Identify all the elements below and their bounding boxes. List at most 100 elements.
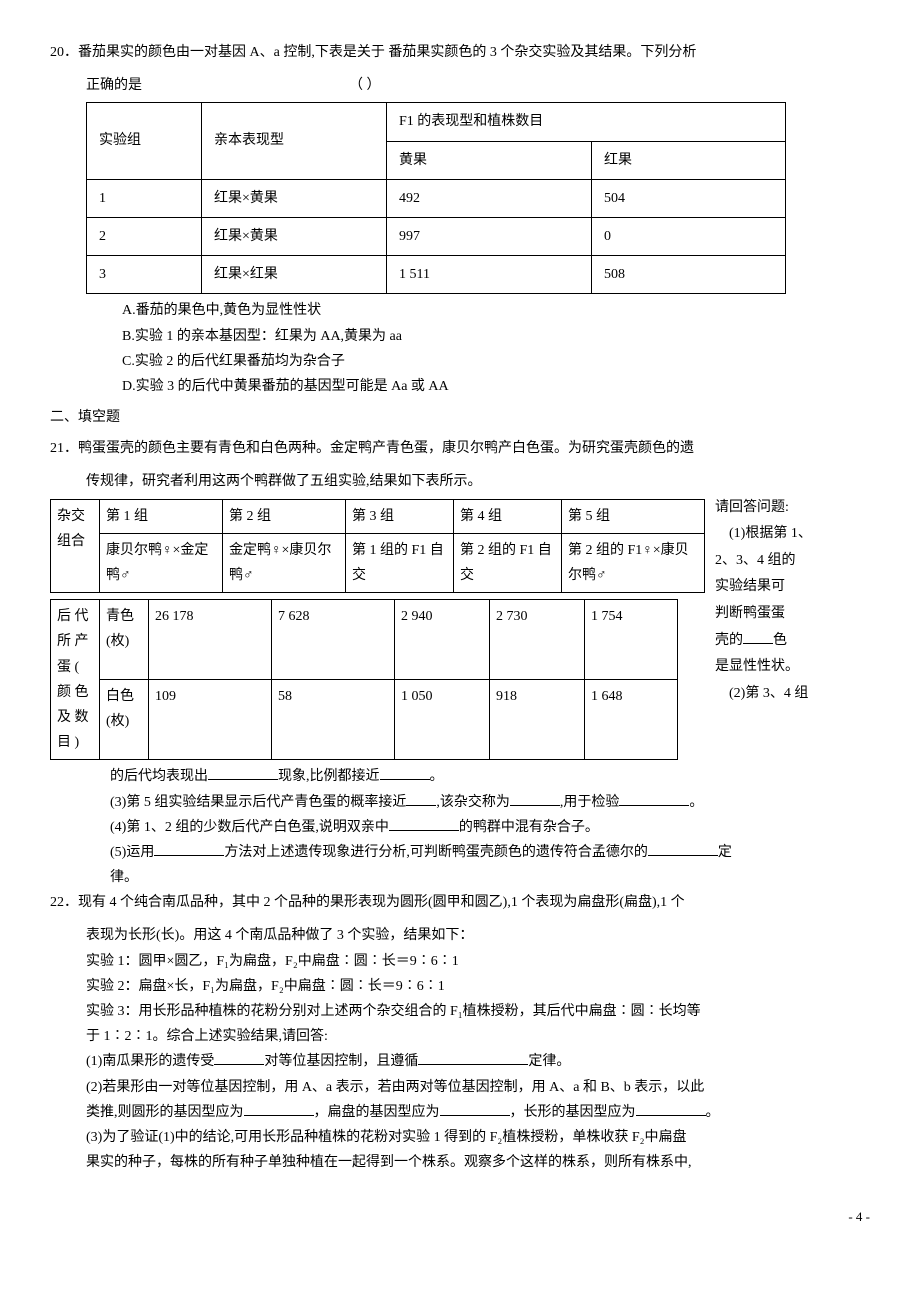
- q22-s2c: ，扁盘的基因型应为: [314, 1105, 440, 1120]
- q21a-c5: 第 2 组的 F1♀×康贝尔鸭♂: [562, 533, 705, 592]
- q21b-r1v3: 2 940: [395, 600, 490, 680]
- q21a-h4: 第 4 组: [454, 499, 562, 533]
- blank: [743, 629, 773, 644]
- q21a-c2: 金定鸭♀×康贝尔鸭♂: [223, 533, 346, 592]
- q20-th-red: 红果: [592, 141, 786, 179]
- q21-sub3b: ,该杂交称为: [436, 795, 510, 810]
- q21a-c3: 第 1 组的 F1 自交: [346, 533, 454, 592]
- q21-sub3c: ,用于检验: [560, 795, 620, 810]
- q21-table-b: 后 代 所 产 蛋 ( 颜 色 及 数 目 ) 青色(枚) 26 178 7 6…: [50, 599, 678, 760]
- q21-sub4b: 的鸭群中混有杂合子。: [459, 820, 599, 835]
- q21b-rowlabel: 后 代 所 产 蛋 ( 颜 色 及 数 目 ): [51, 600, 100, 760]
- blank: [389, 816, 459, 831]
- q22-s1a: (1)南瓜果形的遗传受: [86, 1054, 214, 1069]
- q21-sub4: (4)第 1、2 组的少数后代产白色蛋,说明双亲中 的鸭群中混有杂合子。: [50, 815, 870, 840]
- q21-sub4a: (4)第 1、2 组的少数后代产白色蛋,说明双亲中: [110, 820, 389, 835]
- q21a-rowlabel: 杂交组合: [51, 499, 100, 593]
- q21-side-text: 请回答问题: (1)根据第 1、 2、3、4 组的 实验结果可 判断鸭蛋蛋 壳的…: [715, 495, 825, 708]
- question-22: 22．现有 4 个纯合南瓜品种，其中 2 个品种的果形表现为圆形(圆甲和圆乙),…: [50, 890, 870, 915]
- q22-s1b: 对等位基因控制，且遵循: [264, 1054, 418, 1069]
- q21-side-l3: 2、3、4 组的: [715, 548, 825, 575]
- q21-side-l4: 实验结果可: [715, 574, 825, 601]
- blank: [406, 791, 436, 806]
- q21a-h2: 第 2 组: [223, 499, 346, 533]
- blank: [214, 1050, 264, 1065]
- q21a-c4: 第 2 组的 F1 自交: [454, 533, 562, 592]
- q21-side-l5: 判断鸭蛋蛋: [715, 601, 825, 628]
- q21a-h1: 第 1 组: [100, 499, 223, 533]
- q21-layout: 杂交组合 第 1 组 第 2 组 第 3 组 第 4 组 第 5 组 康贝尔鸭♀…: [50, 495, 870, 765]
- q21b-r1v5: 1 754: [585, 600, 678, 680]
- q21b-r1v2: 7 628: [272, 600, 395, 680]
- q22-e1: 实验 1：圆甲×圆乙，F₁为扁盘，F₂中扁盘∶圆∶长＝9∶6∶1: [50, 949, 870, 974]
- q21-sub5c: 定: [718, 845, 732, 860]
- q20-r3c1: 3: [87, 256, 202, 294]
- q20-r2c4: 0: [592, 217, 786, 255]
- q21-sub5b: 方法对上述遗传现象进行分析,可判断鸭蛋壳颜色的遗传符合孟德尔的: [224, 845, 648, 860]
- q22-s2a: (2)若果形由一对等位基因控制，用 A、a 表示，若由两对等位基因控制，用 A、…: [50, 1075, 870, 1100]
- q20-table: 实验组 亲本表现型 F1 的表现型和植株数目 黄果 红果 1 红果×黄果 492…: [86, 102, 786, 294]
- q20-opt-c: C.实验 2 的后代红果番茄均为杂合子: [122, 349, 870, 374]
- q21-sub3d: 。: [689, 795, 703, 810]
- q20-stem: 番茄果实的颜色由一对基因 A、a 控制,下表是关于 番茄果实颜色的 3 个杂交实…: [78, 45, 696, 60]
- q20-r1c4: 504: [592, 179, 786, 217]
- blank: [648, 841, 718, 856]
- q22-s2-line2: 类推,则圆形的基因型应为，扁盘的基因型应为，长形的基因型应为。: [50, 1100, 870, 1125]
- q21-sub2c: 。: [430, 769, 444, 784]
- q22-e3a: 实验 3：用长形品种植株的花粉分别对上述两个杂交组合的 F₁植株授粉，其后代中扁…: [50, 999, 870, 1024]
- q21a-c1: 康贝尔鸭♀×金定鸭♂: [100, 533, 223, 592]
- q22-s1: (1)南瓜果形的遗传受对等位基因控制，且遵循定律。: [50, 1049, 870, 1074]
- q21-sub2b: 现象,比例都接近: [278, 769, 380, 784]
- q20-th-exp: 实验组: [87, 103, 202, 179]
- blank: [418, 1050, 528, 1065]
- q21b-r1v4: 2 730: [490, 600, 585, 680]
- q22-s2d: ，长形的基因型应为: [510, 1105, 636, 1120]
- q21a-h3: 第 3 组: [346, 499, 454, 533]
- q22-num: 22．: [50, 895, 78, 910]
- q21b-r1v1: 26 178: [149, 600, 272, 680]
- blank: [380, 765, 430, 780]
- blank: [154, 841, 224, 856]
- q21-side-l8: (2)第 3、4 组: [715, 681, 825, 708]
- table-row: 1 红果×黄果 492 504: [87, 179, 786, 217]
- q20-th-parent: 亲本表现型: [202, 103, 387, 179]
- q21-sub3a: (3)第 5 组实验结果显示后代产青色蛋的概率接近: [110, 795, 406, 810]
- q20-opt-a: A.番茄的果色中,黄色为显性性状: [122, 298, 870, 323]
- q20-r2c1: 2: [87, 217, 202, 255]
- q21b-r2v1: 109: [149, 680, 272, 760]
- q21b-r2v4: 918: [490, 680, 585, 760]
- q20-stem2: 正确的是: [86, 78, 142, 93]
- q21b-r2v2: 58: [272, 680, 395, 760]
- page-number: - 4 -: [50, 1205, 870, 1228]
- q22-stem-line2: 表现为长形(长)。用这 4 个南瓜品种做了 3 个实验，结果如下：: [50, 923, 870, 948]
- q20-options: A.番茄的果色中,黄色为显性性状 B.实验 1 的亲本基因型：红果为 AA,黄果…: [50, 298, 870, 399]
- blank: [244, 1101, 314, 1116]
- q22-e3b: 于 1∶2∶1。综合上述实验结果,请回答:: [50, 1024, 870, 1049]
- q21-side-l6: 壳的: [715, 633, 743, 648]
- q20-opt-d: D.实验 3 的后代中黄果番茄的基因型可能是 Aa 或 AA: [122, 374, 870, 399]
- q21-side-l1: 请回答问题:: [715, 495, 825, 522]
- q20-th-yellow: 黄果: [387, 141, 592, 179]
- q20-r1c3: 492: [387, 179, 592, 217]
- q20-stem-line2: 正确的是 （ ）: [50, 73, 870, 98]
- q21a-h5: 第 5 组: [562, 499, 705, 533]
- blank: [208, 765, 278, 780]
- q21-sub5: (5)运用方法对上述遗传现象进行分析,可判断鸭蛋壳颜色的遗传符合孟德尔的定: [50, 840, 870, 865]
- question-20: 20．番茄果实的颜色由一对基因 A、a 控制,下表是关于 番茄果实颜色的 3 个…: [50, 40, 870, 65]
- q20-r3c3: 1 511: [387, 256, 592, 294]
- q20-r2c3: 997: [387, 217, 592, 255]
- q21-sub5-line2: 律。: [50, 865, 870, 890]
- q22-s3a: (3)为了验证(1)中的结论,可用长形品种植株的花粉对实验 1 得到的 F₂植株…: [50, 1125, 870, 1150]
- q22-stem: 现有 4 个纯合南瓜品种，其中 2 个品种的果形表现为圆形(圆甲和圆乙),1 个…: [78, 895, 685, 910]
- q21-sub2: 的后代均表现出现象,比例都接近。: [50, 764, 870, 789]
- q20-r2c2: 红果×黄果: [202, 217, 387, 255]
- q21b-r2v5: 1 648: [585, 680, 678, 760]
- q20-th-f1: F1 的表现型和植株数目: [387, 103, 786, 141]
- q21-table-a: 杂交组合 第 1 组 第 2 组 第 3 组 第 4 组 第 5 组 康贝尔鸭♀…: [50, 499, 705, 594]
- table-row: 2 红果×黄果 997 0: [87, 217, 786, 255]
- q21-stem: 鸭蛋蛋壳的颜色主要有青色和白色两种。金定鸭产青色蛋，康贝尔鸭产白色蛋。为研究蛋壳…: [78, 441, 694, 456]
- q21-sub3: (3)第 5 组实验结果显示后代产青色蛋的概率接近 ,该杂交称为 ,用于检验 。: [50, 790, 870, 815]
- q22-s2b: 类推,则圆形的基因型应为: [86, 1105, 244, 1120]
- q21b-r2label: 白色(枚): [100, 680, 149, 760]
- q21-side-l6-wrap: 壳的色: [715, 628, 825, 655]
